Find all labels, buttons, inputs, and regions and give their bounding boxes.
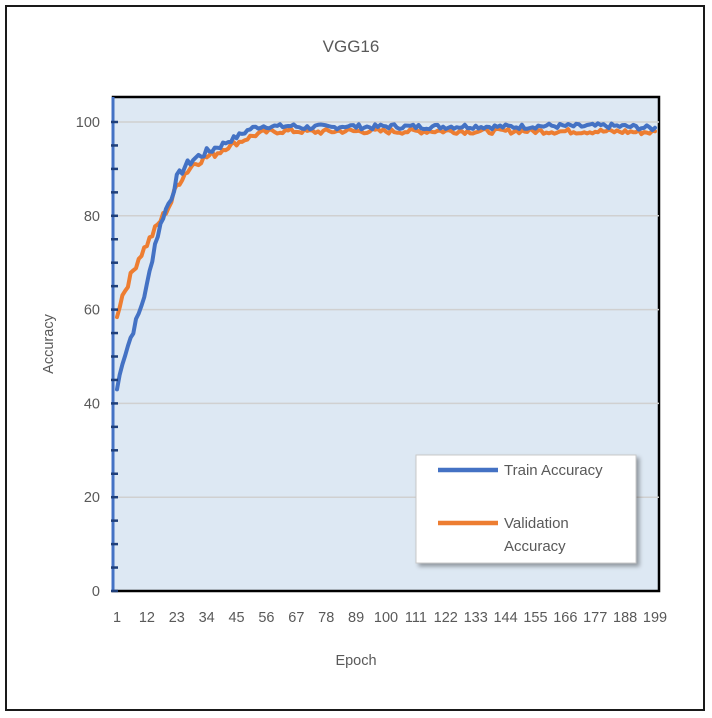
y-axis-title: Accuracy (41, 313, 57, 373)
x-tick-label-89: 89 (348, 610, 364, 626)
x-tick-label-23: 23 (169, 610, 185, 626)
x-tick-label-144: 144 (493, 610, 517, 626)
x-tick-label-166: 166 (553, 610, 577, 626)
x-tick-label-155: 155 (523, 610, 547, 626)
x-tick-label-122: 122 (434, 610, 458, 626)
y-tick-label-40: 40 (84, 396, 100, 412)
legend-label-validation-line1: Validation (504, 515, 569, 532)
x-tick-labels: 1 12 23 34 45 56 67 78 89 100 111 122 133 144 155 166 17… (113, 610, 667, 626)
series-line-validation (115, 126, 657, 320)
chart-frame: VGG16 0 20 40 60 80 100 1 12 23 34 45 56 67 78 89 100 1… (5, 5, 705, 711)
x-tick-label-100: 100 (374, 610, 398, 626)
legend-label-validation: Validation Accuracy (504, 515, 569, 555)
x-axis-title: Epoch (335, 653, 376, 669)
x-tick-label-12: 12 (139, 610, 155, 626)
legend: Train Accuracy Validation Accuracy (415, 454, 637, 564)
y-tick-labels: 0 20 40 60 80 100 (76, 115, 100, 600)
y-tick-label-80: 80 (84, 209, 100, 225)
series-line-train (115, 121, 657, 392)
legend-label-validation-line2: Accuracy (504, 538, 566, 555)
y-tick-label-60: 60 (84, 303, 100, 319)
y-axis-minor-ticks (111, 120, 118, 593)
x-tick-label-56: 56 (258, 610, 274, 626)
x-tick-label-34: 34 (199, 610, 215, 626)
x-tick-label-177: 177 (583, 610, 607, 626)
x-tick-label-1: 1 (113, 610, 121, 626)
x-tick-label-199: 199 (643, 610, 667, 626)
chart-title: VGG16 (323, 37, 380, 56)
legend-box (415, 454, 637, 564)
x-tick-label-111: 111 (405, 610, 427, 626)
y-tick-label-0: 0 (92, 584, 100, 600)
x-tick-label-133: 133 (464, 610, 488, 626)
y-tick-label-20: 20 (84, 490, 100, 506)
y-tick-label-100: 100 (76, 115, 100, 131)
series-lines (115, 121, 657, 392)
x-tick-label-45: 45 (228, 610, 244, 626)
x-tick-label-188: 188 (613, 610, 637, 626)
x-tick-label-67: 67 (288, 610, 304, 626)
legend-label-train: Train Accuracy (504, 462, 603, 479)
x-tick-label-78: 78 (318, 610, 334, 626)
